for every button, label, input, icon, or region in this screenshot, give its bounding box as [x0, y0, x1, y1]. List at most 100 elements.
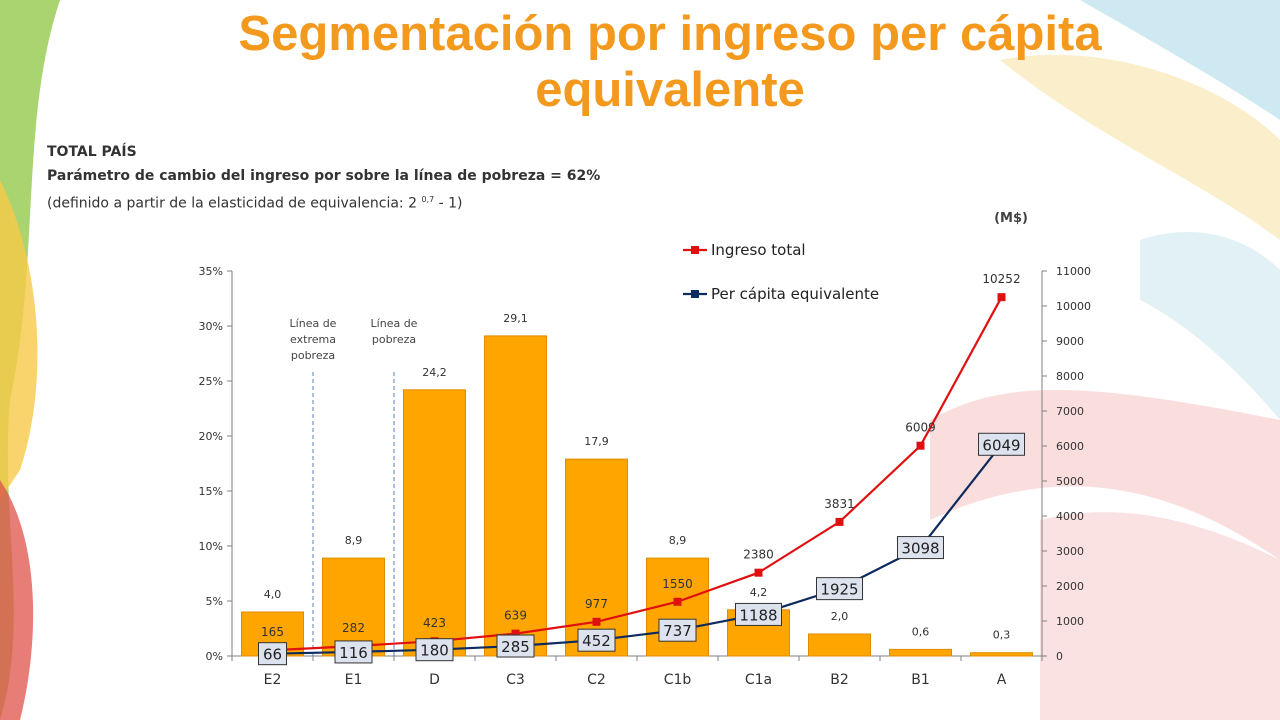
bar	[889, 648, 952, 657]
bar	[403, 389, 466, 657]
ingreso-total-value-label: 3831	[824, 497, 855, 511]
per-capita-value-box	[816, 577, 863, 601]
x-axis-category-label: C2	[587, 672, 606, 688]
reference-line-label: pobreza	[372, 333, 416, 346]
left-axis-tick-label: 30%	[199, 320, 223, 333]
legend-per-capita-marker	[691, 290, 699, 298]
right-axis-tick-label: 11000	[1056, 265, 1091, 278]
ingreso-total-value-label: 423	[423, 616, 446, 630]
bar-value-label: 2,0	[831, 610, 849, 623]
x-axis-category-label: D	[429, 672, 440, 688]
x-axis-category-label: E1	[345, 672, 363, 688]
bar	[484, 335, 547, 657]
per-capita-value-box	[897, 536, 944, 560]
right-axis-tick-label: 2000	[1056, 580, 1084, 593]
bar	[322, 557, 385, 657]
x-axis-category-label: B1	[911, 672, 930, 688]
slide-title: Segmentación por ingreso per cápita equi…	[80, 6, 1260, 118]
legend-per-capita-label: Per cápita equivalente	[711, 285, 879, 303]
ingreso-total-value-label: 10252	[982, 272, 1020, 286]
per-capita-value-box	[258, 642, 287, 666]
bar	[565, 458, 628, 657]
reference-line-label: Línea de	[290, 317, 337, 330]
reference-line-label: Línea de	[371, 317, 418, 330]
left-axis-tick-label: 35%	[199, 265, 223, 278]
right-axis-tick-label: 0	[1056, 650, 1063, 663]
legend-ingreso-total-marker	[691, 246, 699, 254]
ingreso-total-value-label: 282	[342, 621, 365, 635]
ingreso-total-marker	[997, 293, 1006, 302]
legend-ingreso-total-label: Ingreso total	[711, 241, 806, 259]
ingreso-total-value-label: 977	[585, 597, 608, 611]
ingreso-total-marker	[673, 597, 682, 606]
ingreso-total-value-label: 6009	[905, 421, 936, 435]
right-axis-tick-label: 7000	[1056, 405, 1084, 418]
right-axis-tick-label: 9000	[1056, 335, 1084, 348]
bar-value-label: 0,6	[912, 625, 930, 638]
subtitle-block: TOTAL PAÍS Parámetro de cambio del ingre…	[47, 140, 600, 216]
right-axis-tick-label: 3000	[1056, 545, 1084, 558]
ingreso-total-value-label: 639	[504, 609, 527, 623]
ingreso-total-value-label: 2380	[743, 548, 774, 562]
bar-value-label: 17,9	[584, 435, 609, 448]
bar-value-label: 8,9	[345, 534, 363, 547]
ingreso-total-marker	[592, 617, 601, 626]
bar	[970, 652, 1033, 657]
left-axis-tick-label: 10%	[199, 540, 223, 553]
per-capita-value-label: 3098	[901, 540, 939, 558]
per-capita-value-box	[978, 432, 1025, 456]
right-axis-tick-label: 4000	[1056, 510, 1084, 523]
right-axis-unit-label: (M$)	[994, 211, 1028, 226]
x-axis-category-label: E2	[264, 672, 282, 688]
x-axis-category-label: A	[997, 672, 1007, 688]
right-axis-tick-label: 1000	[1056, 615, 1084, 628]
ingreso-total-value-label: 165	[261, 625, 284, 639]
x-axis-category-label: B2	[830, 672, 849, 688]
right-axis-tick-label: 5000	[1056, 475, 1084, 488]
per-capita-value-label: 6049	[982, 436, 1020, 454]
definition-suffix: - 1)	[434, 195, 463, 212]
per-capita-value-box	[577, 628, 616, 652]
per-capita-value-label: 116	[339, 644, 368, 662]
bar-value-label: 0,3	[993, 629, 1011, 642]
per-capita-value-box	[735, 602, 782, 626]
definition-prefix: (definido a partir de la elasticidad de …	[47, 195, 422, 212]
right-axis-tick-label: 10000	[1056, 300, 1091, 313]
bar	[808, 633, 871, 657]
parameter-text: Parámetro de cambio del ingreso por sobr…	[47, 168, 601, 184]
ingreso-total-line	[272, 296, 1003, 652]
reference-line-label: extrema	[290, 333, 336, 346]
left-axis-tick-label: 15%	[199, 485, 223, 498]
bar-value-label: 24,2	[422, 366, 447, 379]
left-axis-tick-label: 20%	[199, 430, 223, 443]
per-capita-value-label: 1925	[820, 581, 858, 599]
per-capita-value-label: 285	[501, 638, 530, 656]
bar-value-label: 4,0	[264, 588, 282, 601]
per-capita-value-label: 452	[582, 632, 611, 650]
x-axis-category-label: C3	[506, 672, 525, 688]
x-axis-category-label: C1b	[664, 672, 692, 688]
ingreso-total-value-label: 1550	[662, 577, 693, 591]
per-capita-value-label: 66	[263, 646, 282, 664]
title-line-1: Segmentación por ingreso per cápita	[238, 7, 1102, 61]
per-capita-value-box	[496, 634, 535, 658]
bar-value-label: 8,9	[669, 534, 687, 547]
reference-line-label: pobreza	[291, 349, 335, 362]
per-capita-value-label: 737	[663, 622, 692, 640]
right-axis-tick-label: 6000	[1056, 440, 1084, 453]
ingreso-total-marker	[511, 629, 520, 638]
per-capita-value-label: 180	[420, 642, 449, 660]
title-line-2: equivalente	[535, 63, 805, 117]
ingreso-total-marker	[754, 568, 763, 577]
definition-exponent: 0,7	[421, 195, 435, 204]
per-capita-value-box	[334, 640, 373, 664]
scope-label: TOTAL PAÍS	[47, 144, 137, 160]
per-capita-value-label: 1188	[739, 606, 777, 624]
per-capita-value-box	[658, 618, 697, 642]
ingreso-total-marker	[916, 441, 925, 450]
definition-text: (definido a partir de la elasticidad de …	[47, 188, 600, 216]
bar-value-label: 29,1	[503, 312, 528, 325]
left-axis-tick-label: 5%	[206, 595, 223, 608]
